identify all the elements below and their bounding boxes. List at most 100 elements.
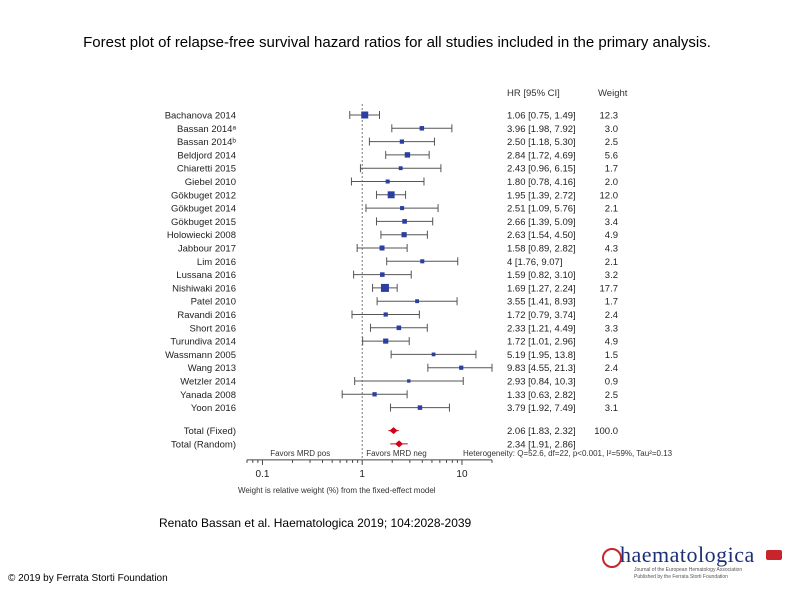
study-point <box>399 139 405 144</box>
study-label: Yanada 2008 <box>180 390 236 401</box>
study-ci: 2.63 [1.54, 4.50] <box>507 230 576 241</box>
study-ci: 4 [1.76, 9.07] <box>507 257 562 268</box>
study-ci: 1.69 [1.27, 2.24] <box>507 283 576 294</box>
study-weight: 1.7 <box>605 164 618 175</box>
study-weight: 0.9 <box>605 377 618 388</box>
study-label: Gökbuget 2015 <box>171 217 236 228</box>
study-weight: 17.7 <box>600 283 619 294</box>
study-weight: 2.1 <box>605 204 618 215</box>
study-point <box>385 179 390 184</box>
study-ci: 5.19 [1.95, 13.8] <box>507 350 576 361</box>
study-ci: 1.59 [0.82, 3.10] <box>507 270 576 281</box>
study-ci: 1.58 [0.89, 2.82] <box>507 244 576 255</box>
slide-title: Forest plot of relapse-free survival haz… <box>83 34 711 51</box>
study-ci: 9.83 [4.55, 21.3] <box>507 363 576 374</box>
study-label: Gökbuget 2014 <box>171 204 236 215</box>
pooled-label: Total (Fixed) <box>184 426 236 437</box>
study-weight: 3.2 <box>605 270 618 281</box>
study-label: Turundiva 2014 <box>170 337 236 348</box>
pooled-ci: 2.06 [1.83, 2.32] <box>507 426 576 437</box>
study-point <box>383 312 388 317</box>
study-weight: 12.3 <box>600 111 619 122</box>
study-label: Nishiwaki 2016 <box>172 283 236 294</box>
study-point <box>431 352 436 357</box>
study-ci: 2.33 [1.21, 4.49] <box>507 323 576 334</box>
study-label: Bassan 2014ᵇ <box>177 137 236 148</box>
logo-subtitle-1: Journal of the European Hematology Assoc… <box>634 567 743 573</box>
logo-wordmark: haematologica <box>620 542 755 567</box>
study-label: Wang 2013 <box>188 363 236 374</box>
study-point <box>404 152 411 158</box>
haematologica-logo: haematologica Journal of the European He… <box>598 542 788 580</box>
study-weight: 4.3 <box>605 244 618 255</box>
study-point <box>400 206 405 211</box>
x-tick-label: 10 <box>456 469 468 480</box>
weight-footnote: Weight is relative weight (%) from the f… <box>238 486 436 495</box>
study-ci: 2.93 [0.84, 10.3] <box>507 377 576 388</box>
study-label: Beldjord 2014 <box>177 150 236 161</box>
study-weight: 2.5 <box>605 137 618 148</box>
study-ci: 1.06 [0.75, 1.49] <box>507 111 576 122</box>
study-ci: 3.55 [1.41, 8.93] <box>507 297 576 308</box>
study-point <box>361 111 369 119</box>
study-ci: 2.51 [1.09, 5.76] <box>507 204 576 215</box>
study-label: Gökbuget 2012 <box>171 190 236 201</box>
study-weight: 3.0 <box>605 124 618 135</box>
citation: Renato Bassan et al. Haematologica 2019;… <box>159 516 472 530</box>
pooled-label: Total (Random) <box>171 439 236 450</box>
study-point <box>415 299 420 304</box>
study-label: Wetzler 2014 <box>180 377 236 388</box>
study-weight: 2.5 <box>605 390 618 401</box>
study-label: Yoon 2016 <box>191 403 236 414</box>
study-label: Giebel 2010 <box>185 177 236 188</box>
study-label: Lussana 2016 <box>176 270 236 281</box>
study-ci: 1.80 [0.78, 4.16] <box>507 177 576 188</box>
study-ci: 2.43 [0.96, 6.15] <box>507 164 576 175</box>
study-weight: 12.0 <box>600 190 619 201</box>
study-weight: 3.1 <box>605 403 618 414</box>
study-point <box>407 379 411 383</box>
favors-left-label: Favors MRD pos <box>270 449 330 458</box>
study-point <box>417 405 423 410</box>
study-label: Wassmann 2005 <box>165 350 236 361</box>
logo-subtitle-2: Published by the Ferrata Storti Foundati… <box>634 574 728 580</box>
study-weight: 4.9 <box>605 230 618 241</box>
favors-right-label: Favors MRD neg <box>366 449 426 458</box>
x-tick-label: 1 <box>359 469 365 480</box>
study-point <box>380 283 389 292</box>
logo-mark-icon <box>602 548 622 568</box>
study-point <box>380 272 385 277</box>
study-point <box>383 338 389 344</box>
study-point <box>398 166 403 171</box>
study-weight: 2.0 <box>605 177 618 188</box>
study-weight: 3.4 <box>605 217 618 228</box>
header-hr: HR [95% CI] <box>507 88 560 99</box>
x-tick-label: 0.1 <box>255 469 269 480</box>
study-label: Ravandi 2016 <box>177 310 236 321</box>
study-point <box>396 325 402 331</box>
study-label: Bassan 2014ᵃ <box>177 124 236 135</box>
copyright-notice: © 2019 by Ferrata Storti Foundation <box>8 573 168 584</box>
study-label: Short 2016 <box>190 323 236 334</box>
study-ci: 2.84 [1.72, 4.69] <box>507 150 576 161</box>
study-label: Jabbour 2017 <box>178 244 236 255</box>
study-ci: 1.95 [1.39, 2.72] <box>507 190 576 201</box>
study-ci: 1.72 [0.79, 3.74] <box>507 310 576 321</box>
pooled-weight: 100.0 <box>594 426 618 437</box>
pooled-diamond <box>395 440 404 448</box>
study-weight: 2.4 <box>605 363 618 374</box>
study-point <box>387 191 395 199</box>
study-weight: 3.3 <box>605 323 618 334</box>
study-label: Holowiecki 2008 <box>167 230 236 241</box>
header-weight: Weight <box>598 88 628 99</box>
study-weight: 2.4 <box>605 310 618 321</box>
study-ci: 3.96 [1.98, 7.92] <box>507 124 576 135</box>
study-ci: 3.79 [1.92, 7.49] <box>507 403 576 414</box>
study-ci: 1.72 [1.01, 2.96] <box>507 337 576 348</box>
study-weight: 2.1 <box>605 257 618 268</box>
study-label: Patel 2010 <box>191 297 236 308</box>
study-ci: 2.66 [1.39, 5.09] <box>507 217 576 228</box>
study-weight: 5.6 <box>605 150 618 161</box>
study-point <box>419 126 425 131</box>
